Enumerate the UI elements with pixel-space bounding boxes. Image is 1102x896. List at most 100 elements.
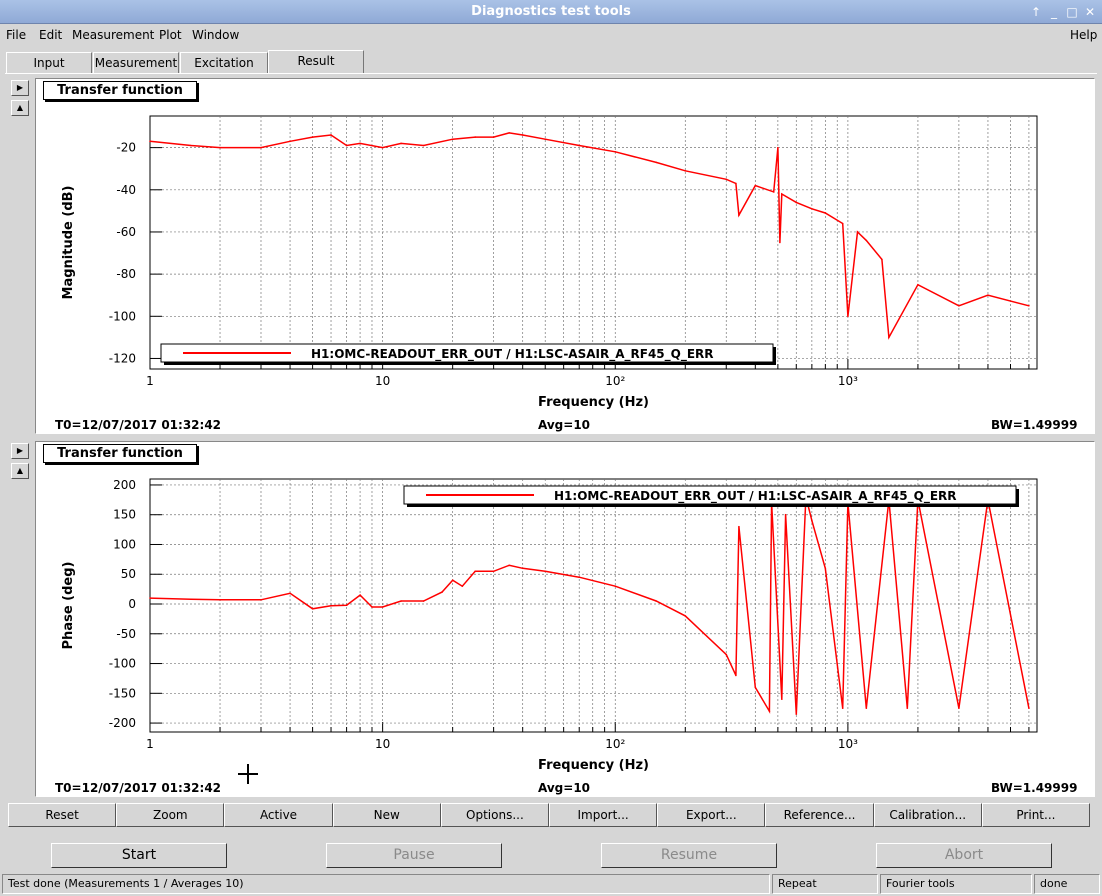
plot-area xyxy=(149,115,1038,370)
pad-prev-button-2[interactable]: ▲ xyxy=(11,463,29,479)
data-point xyxy=(474,570,477,573)
graph-title-2[interactable]: Transfer function xyxy=(43,444,197,463)
export-button[interactable]: Export... xyxy=(657,803,766,827)
avg-label: Avg=10 xyxy=(538,418,591,432)
maximize-icon[interactable]: □ xyxy=(1066,5,1078,19)
data-point xyxy=(958,304,960,307)
data-point xyxy=(906,707,909,709)
data-point xyxy=(738,525,740,528)
zoom-button[interactable]: Zoom xyxy=(116,803,225,827)
data-point xyxy=(865,707,868,709)
reset-button[interactable]: Reset xyxy=(8,803,117,827)
pad-next-button-2[interactable]: ▶ xyxy=(11,443,29,459)
data-point xyxy=(219,599,221,601)
data-point xyxy=(451,579,454,581)
x-tick-label: 10² xyxy=(605,737,625,751)
data-point xyxy=(461,585,464,587)
data-point xyxy=(614,151,617,153)
data-point xyxy=(841,222,844,225)
minimize-icon[interactable]: _ xyxy=(1051,5,1057,19)
tab-bar: Input Measurement Excitation Result xyxy=(0,50,1102,74)
menu-measurement[interactable]: Measurement xyxy=(72,28,155,42)
plot-toolbar: Reset Zoom Active New Options... Import.… xyxy=(8,803,1091,827)
y-tick-label: 0 xyxy=(128,597,136,611)
x-tick-label: 10 xyxy=(375,374,390,388)
active-button[interactable]: Active xyxy=(224,803,333,827)
y-tick-label: -40 xyxy=(116,183,136,197)
data-point xyxy=(521,134,524,136)
start-button[interactable]: Start xyxy=(51,843,227,868)
new-button[interactable]: New xyxy=(332,803,441,827)
data-point xyxy=(735,674,737,677)
data-point xyxy=(777,146,779,149)
print-button[interactable]: Print... xyxy=(981,803,1091,827)
x-tick-label: 10² xyxy=(605,374,625,388)
window-menu-icon[interactable]: ↑ xyxy=(1030,5,1042,19)
data-point xyxy=(422,144,425,147)
data-point xyxy=(260,146,262,149)
x-tick-label: 1 xyxy=(146,374,154,388)
data-point xyxy=(781,698,783,701)
phase-chart[interactable]: 1 10 10² 10³ 200 150 100 50 0 -50 -100 -150 -200 Freq… xyxy=(36,442,1096,798)
tab-measurement[interactable]: Measurement xyxy=(93,52,179,74)
data-point xyxy=(371,606,373,608)
data-point xyxy=(508,132,510,134)
magnitude-chart[interactable]: 1 10 10² 10³ -20 -40 -60 -80 -100 -120 Frequency (… xyxy=(36,79,1096,435)
data-point xyxy=(381,146,384,149)
data-point xyxy=(149,140,151,143)
y-tick-label: 100 xyxy=(113,537,136,551)
calibration-button[interactable]: Calibration... xyxy=(873,803,982,827)
data-point xyxy=(451,138,454,140)
y-tick-label: -60 xyxy=(116,225,136,239)
data-point xyxy=(784,513,787,516)
close-icon[interactable]: ✕ xyxy=(1084,5,1096,19)
tab-excitation[interactable]: Excitation xyxy=(180,52,268,74)
legend-label: H1:OMC-READOUT_ERR_OUT / H1:LSC-ASAIR_A_… xyxy=(554,489,957,504)
data-point xyxy=(492,136,495,138)
y-tick-label: -80 xyxy=(116,267,136,281)
pad-next-button[interactable]: ▶ xyxy=(11,80,29,96)
data-point xyxy=(795,713,798,715)
data-point xyxy=(345,604,348,607)
data-point xyxy=(881,258,883,261)
y-tick-label: -100 xyxy=(109,309,136,323)
data-point xyxy=(856,231,859,233)
data-point xyxy=(684,615,687,617)
pad-prev-button[interactable]: ▲ xyxy=(11,100,29,116)
data-point xyxy=(847,315,849,318)
status-tool: Fourier tools xyxy=(880,874,1032,894)
menu-plot[interactable]: Plot xyxy=(159,28,182,42)
data-point xyxy=(779,241,781,244)
legend-label: H1:OMC-READOUT_ERR_OUT / H1:LSC-ASAIR_A_… xyxy=(311,347,714,362)
abort-button[interactable]: Abort xyxy=(876,843,1052,868)
graph-title-1[interactable]: Transfer function xyxy=(43,81,197,100)
data-point xyxy=(754,184,757,187)
options-button[interactable]: Options... xyxy=(440,803,550,827)
plot-pad-magnitude[interactable]: 1 10 10² 10³ -20 -40 -60 -80 -100 -120 Frequency (… xyxy=(35,78,1095,434)
tab-input[interactable]: Input xyxy=(6,52,92,74)
menu-edit[interactable]: Edit xyxy=(39,28,63,42)
x-tick-label: 10³ xyxy=(838,737,858,751)
data-point xyxy=(381,606,384,608)
bw-label-2: BW=1.49999 xyxy=(991,781,1078,795)
data-point xyxy=(811,519,813,522)
t0-label-2: T0=12/07/2017 01:32:42 xyxy=(55,781,222,795)
tab-result[interactable]: Result xyxy=(268,50,364,74)
resume-button[interactable]: Resume xyxy=(601,843,777,868)
window-titlebar[interactable]: Diagnostics test tools ↑ _ □ ✕ xyxy=(0,0,1102,24)
window-title: Diagnostics test tools xyxy=(471,4,631,19)
data-point xyxy=(359,142,361,145)
y-tick-label: -20 xyxy=(116,141,136,155)
crosshair-cursor-icon xyxy=(238,764,258,784)
menu-file[interactable]: File xyxy=(6,28,27,42)
import-button[interactable]: Import... xyxy=(549,803,658,827)
menu-window[interactable]: Window xyxy=(192,28,240,42)
y-tick-label: 50 xyxy=(121,567,136,581)
legend-box xyxy=(160,343,774,363)
data-point xyxy=(190,598,192,601)
menu-help[interactable]: Help xyxy=(1070,28,1098,42)
pause-button[interactable]: Pause xyxy=(326,843,502,868)
data-point xyxy=(655,161,658,164)
plot-pad-phase[interactable]: 1 10 10² 10³ 200 150 100 50 0 -50 -100 -150 -200 Freq… xyxy=(35,441,1095,797)
reference-button[interactable]: Reference... xyxy=(765,803,874,827)
